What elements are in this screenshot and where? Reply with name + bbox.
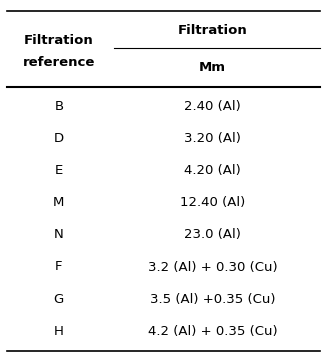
Text: Filtration: Filtration [24, 35, 94, 47]
Text: 3.20 (Al): 3.20 (Al) [184, 132, 241, 145]
Text: D: D [54, 132, 64, 145]
Text: 3.2 (Al) + 0.30 (Cu): 3.2 (Al) + 0.30 (Cu) [148, 261, 277, 273]
Text: N: N [54, 229, 64, 241]
Text: H: H [54, 325, 64, 337]
Text: 12.40 (Al): 12.40 (Al) [180, 197, 245, 209]
Text: G: G [54, 293, 64, 305]
Text: B: B [54, 100, 63, 113]
Text: 2.40 (Al): 2.40 (Al) [184, 100, 241, 113]
Text: 4.2 (Al) + 0.35 (Cu): 4.2 (Al) + 0.35 (Cu) [148, 325, 277, 337]
Text: 3.5 (Al) +0.35 (Cu): 3.5 (Al) +0.35 (Cu) [150, 293, 275, 305]
Text: F: F [55, 261, 62, 273]
Text: 23.0 (Al): 23.0 (Al) [184, 229, 241, 241]
Text: E: E [55, 164, 63, 177]
Text: Mm: Mm [199, 61, 226, 74]
Text: Filtration: Filtration [178, 24, 248, 37]
Text: M: M [53, 197, 64, 209]
Text: reference: reference [23, 56, 95, 69]
Text: 4.20 (Al): 4.20 (Al) [184, 164, 241, 177]
